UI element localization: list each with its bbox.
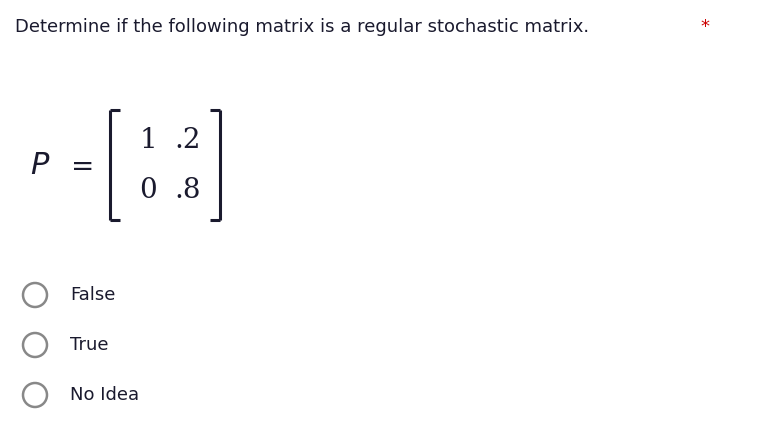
Text: False: False	[70, 286, 116, 304]
Text: .2: .2	[175, 126, 201, 153]
Text: Determine if the following matrix is a regular stochastic matrix.: Determine if the following matrix is a r…	[15, 18, 589, 36]
Text: True: True	[70, 336, 109, 354]
Text: *: *	[700, 18, 709, 36]
Text: No Idea: No Idea	[70, 386, 139, 404]
Text: .8: .8	[175, 176, 201, 203]
Text: 1: 1	[139, 126, 157, 153]
Text: $\mathit{P}$: $\mathit{P}$	[30, 149, 50, 180]
Text: 0: 0	[139, 176, 157, 203]
Text: $=$: $=$	[65, 151, 93, 179]
